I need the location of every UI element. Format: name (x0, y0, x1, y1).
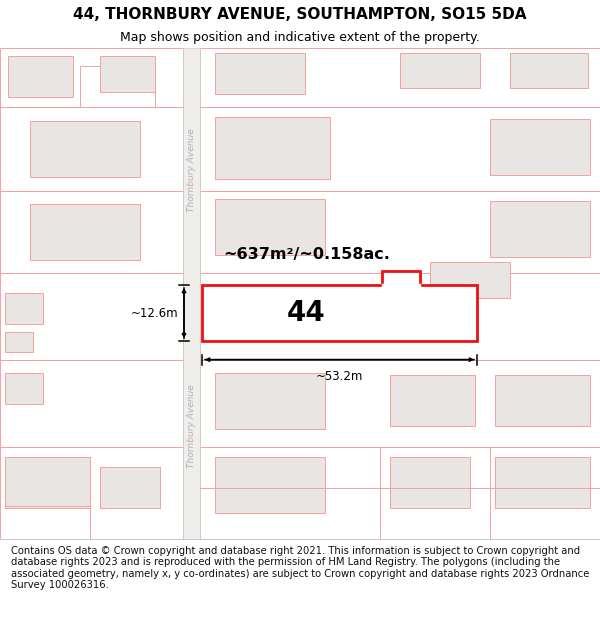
Bar (5, 457, 90, 508)
Text: 44, THORNBURY AVENUE, SOUTHAMPTON, SO15 5DA: 44, THORNBURY AVENUE, SOUTHAMPTON, SO15 … (73, 7, 527, 22)
Bar (200, 107, 600, 191)
Bar (5, 373, 43, 404)
Bar (495, 457, 590, 508)
Text: ~53.2m: ~53.2m (316, 370, 363, 383)
Text: Contains OS data © Crown copyright and database right 2021. This information is : Contains OS data © Crown copyright and d… (11, 546, 589, 591)
Bar (390, 375, 475, 426)
Bar (430, 262, 510, 298)
Bar (200, 272, 600, 359)
Bar (183, 48, 200, 539)
Bar (490, 201, 590, 258)
Bar (30, 204, 140, 261)
Bar (8, 56, 73, 97)
Bar (215, 117, 330, 179)
Bar (100, 56, 155, 91)
Bar (400, 52, 480, 88)
Polygon shape (0, 191, 183, 272)
Bar (202, 285, 477, 341)
Bar (200, 447, 600, 539)
Bar (510, 52, 588, 88)
Bar (100, 467, 160, 508)
Text: ~637m²/~0.158ac.: ~637m²/~0.158ac. (223, 247, 390, 262)
Bar (215, 52, 305, 94)
Bar (390, 457, 470, 508)
Polygon shape (0, 107, 183, 191)
Text: Thornbury Avenue: Thornbury Avenue (187, 129, 196, 212)
Bar (200, 191, 600, 272)
Bar (200, 359, 600, 447)
Text: Thornbury Avenue: Thornbury Avenue (187, 384, 196, 468)
Bar (490, 119, 590, 176)
Bar (30, 121, 140, 177)
Bar (215, 199, 325, 255)
Bar (215, 457, 325, 513)
Polygon shape (0, 447, 183, 539)
Bar (5, 332, 33, 352)
Text: 44: 44 (287, 299, 326, 327)
Text: Map shows position and indicative extent of the property.: Map shows position and indicative extent… (120, 31, 480, 44)
Text: ~12.6m: ~12.6m (130, 307, 178, 319)
Bar (200, 48, 600, 107)
Bar (5, 293, 43, 324)
Polygon shape (0, 272, 183, 359)
Bar (215, 373, 325, 429)
Polygon shape (0, 48, 183, 107)
Bar (495, 375, 590, 426)
Bar (382, 271, 420, 285)
Polygon shape (0, 359, 183, 447)
